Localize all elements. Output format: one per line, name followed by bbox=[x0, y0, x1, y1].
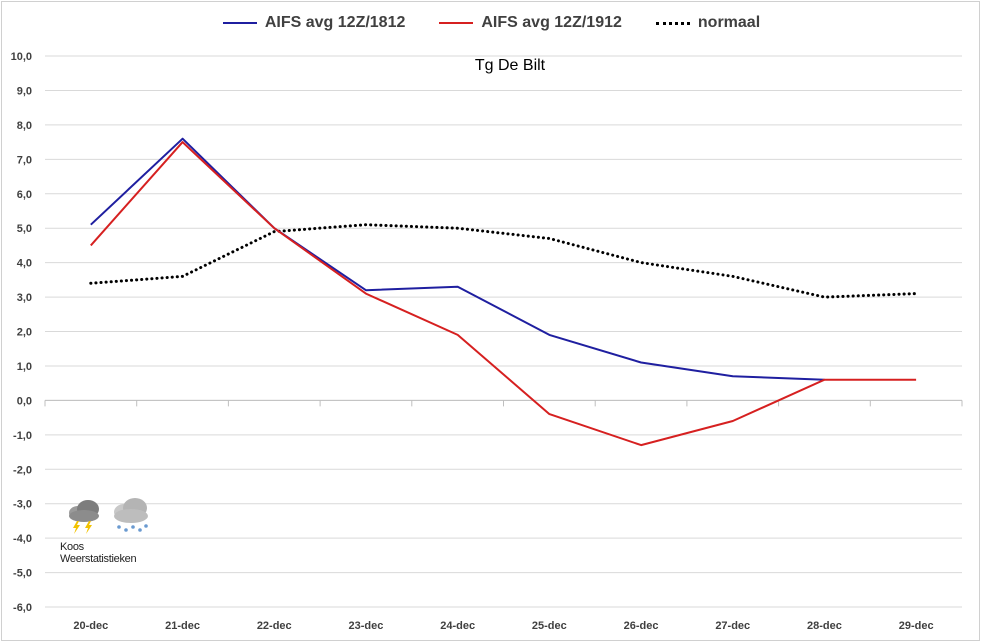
series-line-1 bbox=[90, 137, 825, 381]
x-tick-label: 26-dec bbox=[624, 620, 659, 632]
y-tick-label: -4,0 bbox=[13, 533, 32, 545]
snow-cloud-icon bbox=[114, 498, 148, 532]
y-tick-label: -5,0 bbox=[13, 568, 32, 580]
legend-item-series-1: AIFS avg 12Z/1812 bbox=[222, 14, 406, 32]
series-lines bbox=[89, 137, 918, 447]
y-tick-label: 10,0 bbox=[11, 51, 32, 63]
x-tick-label: 20-dec bbox=[73, 620, 108, 632]
y-tick-label: 1,0 bbox=[17, 361, 32, 373]
series-line-2 bbox=[90, 141, 917, 447]
x-tick-label: 21-dec bbox=[165, 620, 200, 632]
legend-item-series-2: AIFS avg 12Z/1912 bbox=[439, 14, 622, 32]
y-tick-label: 6,0 bbox=[17, 189, 32, 201]
legend-swatch-series-3 bbox=[655, 21, 690, 25]
gridlines bbox=[44, 55, 963, 608]
legend: AIFS avg 12Z/1812 AIFS avg 12Z/1912 norm… bbox=[0, 14, 983, 32]
series-line-3 bbox=[89, 223, 918, 299]
x-tick-label: 25-dec bbox=[532, 620, 567, 632]
legend-label-series-1: AIFS avg 12Z/1812 bbox=[264, 14, 406, 31]
y-tick-label: 3,0 bbox=[17, 292, 32, 304]
x-tick-label: 29-dec bbox=[899, 620, 934, 632]
y-tick-label: -2,0 bbox=[13, 464, 32, 476]
y-tick-label: -6,0 bbox=[13, 602, 32, 614]
legend-label-series-3: normaal bbox=[697, 14, 761, 31]
y-tick-label: 0,0 bbox=[17, 395, 32, 407]
x-tick-label: 28-dec bbox=[807, 620, 842, 632]
chart-title: Tg De Bilt bbox=[474, 57, 546, 74]
y-tick-label: 7,0 bbox=[17, 154, 32, 166]
y-tick-label: -1,0 bbox=[13, 430, 32, 442]
y-tick-label: 8,0 bbox=[17, 120, 32, 132]
legend-swatch-series-1 bbox=[222, 22, 257, 24]
x-tick-label: 22-dec bbox=[257, 620, 292, 632]
logo: Koos Weerstatistieken bbox=[60, 495, 162, 565]
legend-label-series-2: AIFS avg 12Z/1912 bbox=[481, 14, 622, 31]
x-tick-label: 23-dec bbox=[349, 620, 384, 632]
y-axis-tick-labels: -6,0 -5,0 -4,0 -3,0 -2,0 -1,0 0,0 1,0 2,0 3,0 4,0 5… bbox=[11, 51, 32, 614]
y-tick-label: -3,0 bbox=[13, 499, 32, 511]
x-tick-label: 24-dec bbox=[440, 620, 475, 632]
x-tick-label: 27-dec bbox=[715, 620, 750, 632]
y-tick-label: 5,0 bbox=[17, 223, 32, 235]
y-tick-label: 9,0 bbox=[17, 85, 32, 97]
thunderstorm-cloud-icon bbox=[69, 500, 99, 534]
x-axis-tick-labels: 20-dec 21-dec 22-dec 23-dec 24-dec 25-dec 26-d… bbox=[73, 620, 933, 632]
y-tick-label: 4,0 bbox=[17, 258, 32, 270]
y-tick-label: 2,0 bbox=[17, 327, 32, 339]
legend-item-series-3: normaal bbox=[655, 14, 761, 32]
logo-text: Koos Weerstatistieken bbox=[60, 541, 137, 565]
legend-swatch-series-2 bbox=[439, 22, 474, 24]
